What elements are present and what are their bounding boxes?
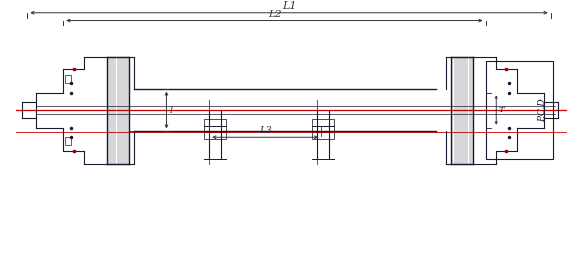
Text: L3: L3 xyxy=(259,126,271,135)
Bar xyxy=(66,75,71,83)
Text: P.C.D: P.C.D xyxy=(538,98,548,122)
Bar xyxy=(204,119,226,125)
Bar xyxy=(66,137,71,145)
Bar xyxy=(204,132,226,139)
Bar xyxy=(204,125,226,132)
Text: T: T xyxy=(498,106,504,114)
Text: L2: L2 xyxy=(268,10,281,19)
Bar xyxy=(313,132,333,139)
Bar xyxy=(313,125,333,132)
Bar xyxy=(487,61,553,159)
Text: l: l xyxy=(169,105,172,115)
Bar xyxy=(313,119,333,125)
Text: L1: L1 xyxy=(282,1,296,11)
